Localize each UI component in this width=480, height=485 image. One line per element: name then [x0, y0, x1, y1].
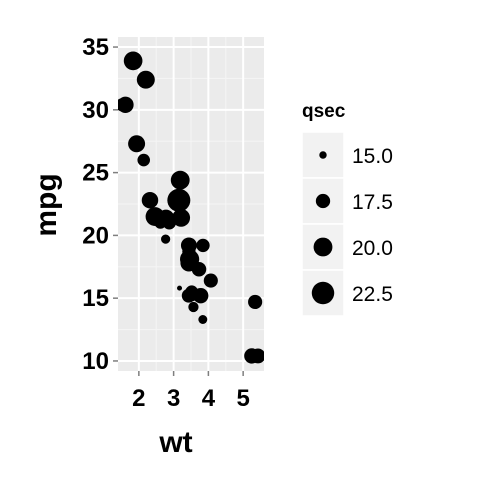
y-tick-label: 25: [82, 160, 109, 187]
data-point: [118, 98, 129, 112]
legend-keys: 15.0 17.5 20.0 22.5: [301, 131, 393, 317]
data-point: [161, 234, 171, 244]
y-tick-label: 30: [82, 97, 109, 124]
data-point: [180, 237, 197, 254]
data-point: [123, 51, 143, 71]
y-tick-label: 20: [82, 222, 109, 249]
data-point: [250, 348, 264, 364]
data-point: [141, 191, 159, 209]
legend-key-symbol: [315, 193, 331, 209]
data-point: [172, 208, 191, 227]
data-points: [118, 51, 264, 364]
y-axis: 10 15 20 25 30 35: [82, 34, 118, 375]
x-tick-label: 3: [167, 385, 180, 412]
legend-key-label: 15.0: [352, 145, 393, 168]
legend-key-label: 20.0: [352, 237, 393, 260]
x-tick-label: 2: [132, 385, 145, 412]
data-point: [191, 262, 207, 277]
legend-key-symbol: [319, 151, 327, 159]
data-point: [157, 209, 175, 227]
y-tick-label: 10: [82, 348, 109, 375]
data-point: [167, 188, 191, 212]
data-point: [128, 135, 146, 153]
legend: qsec 15.0 17.5 20.0 22.5: [301, 101, 393, 317]
legend-key-symbol: [313, 237, 333, 257]
data-point: [177, 285, 183, 291]
x-tick-label: 4: [202, 385, 216, 412]
legend-key-label: 17.5: [352, 191, 393, 214]
data-point: [170, 170, 190, 190]
data-point: [196, 238, 210, 253]
y-tick-label: 35: [82, 34, 109, 61]
data-point: [137, 153, 150, 167]
y-axis-label: mpg: [30, 173, 63, 236]
legend-key-symbol: [311, 281, 335, 305]
data-point: [190, 295, 197, 301]
data-point: [188, 301, 199, 313]
legend-title: qsec: [302, 101, 346, 122]
x-tick-label: 5: [236, 385, 249, 412]
data-point: [198, 315, 208, 324]
legend-key-label: 22.5: [352, 283, 393, 306]
y-tick-label: 15: [82, 285, 109, 312]
data-point: [203, 273, 218, 288]
x-axis-label: wt: [158, 426, 192, 459]
data-point: [248, 294, 263, 310]
data-point: [136, 70, 155, 89]
